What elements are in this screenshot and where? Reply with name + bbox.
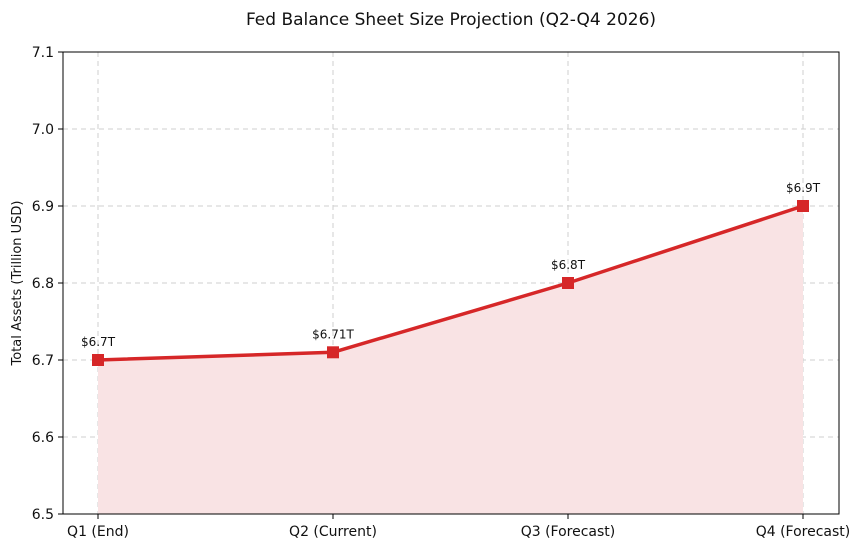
data-label: $6.9T xyxy=(786,181,821,195)
y-tick-label: 7.1 xyxy=(32,45,54,61)
area-fill xyxy=(98,206,803,514)
data-point-marker xyxy=(92,354,104,366)
data-point-marker xyxy=(562,277,574,289)
label-layer: $6.7T $6.71T $6.8T $6.9T xyxy=(81,181,821,349)
x-tick-label: Q4 (Forecast) xyxy=(756,524,851,540)
tick-layer: 6.5 6.6 6.7 6.8 6.9 7.0 7.1 Q1 (End) Q2 (Current… xyxy=(32,45,851,540)
y-axis-label: Total Assets (Trillion USD) xyxy=(10,200,25,366)
chart-title: Fed Balance Sheet Size Projection (Q2-Q4… xyxy=(246,10,656,30)
data-label: $6.7T xyxy=(81,335,116,349)
y-tick-label: 6.7 xyxy=(32,353,54,369)
line-layer xyxy=(97,204,804,362)
x-tick-label: Q1 (End) xyxy=(67,524,129,540)
y-tick-label: 6.6 xyxy=(32,430,54,446)
marker-layer xyxy=(92,200,809,366)
y-tick-label: 6.5 xyxy=(32,507,54,523)
plot-frame xyxy=(62,51,840,515)
y-tick-label: 6.9 xyxy=(32,199,54,215)
x-tick-label: Q2 (Current) xyxy=(289,524,377,540)
data-point-marker xyxy=(327,346,339,359)
series-line xyxy=(97,204,804,362)
x-tick-label: Q3 (Forecast) xyxy=(521,524,616,540)
data-label: $6.8T xyxy=(551,258,586,272)
y-tick-label: 6.8 xyxy=(32,276,54,292)
data-point-marker xyxy=(797,200,809,212)
y-tick-label: 7.0 xyxy=(32,122,54,138)
data-label: $6.71T xyxy=(312,327,354,341)
area-layer xyxy=(98,206,803,514)
